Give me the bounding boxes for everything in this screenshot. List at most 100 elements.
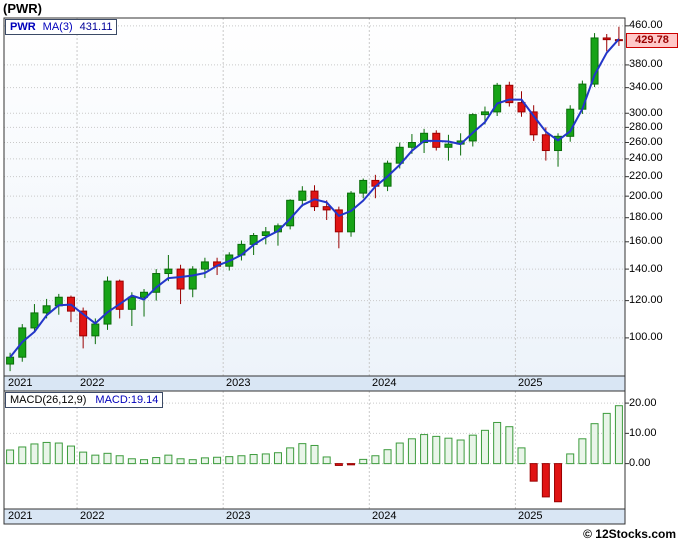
candle-body [420, 132, 429, 144]
macd-bar [468, 434, 477, 465]
price-legend: PWR MA(3) 431.11 [5, 19, 118, 35]
macd-bar [188, 459, 197, 465]
macd-axis-label: 0.00 [629, 457, 651, 469]
macd-bar [152, 457, 161, 465]
macd-bar [517, 447, 526, 465]
macd-bar [566, 453, 575, 465]
macd-bar [347, 463, 356, 466]
macd-bar [554, 463, 563, 503]
macd-current-value: MACD:19.14 [95, 394, 159, 406]
ticker-symbol: PWR [10, 21, 36, 33]
candle-body [91, 323, 100, 337]
macd-bar [273, 452, 282, 465]
year-label: 2025 [518, 377, 543, 389]
candle-body [395, 146, 404, 164]
year-label: 2023 [226, 510, 251, 522]
price-axis-label: 120.00 [629, 294, 663, 306]
macd-bar [103, 452, 112, 465]
candle-body [30, 312, 39, 329]
ma-value: 431.11 [79, 21, 113, 33]
macd-bar [614, 405, 623, 465]
macd-bar [322, 456, 331, 465]
candle-body [6, 356, 15, 365]
macd-bar [541, 463, 550, 498]
price-axis-label: 160.00 [629, 235, 663, 247]
macd-legend: MACD(26,12,9) MACD:19.14 [5, 392, 164, 408]
macd-axis-label: 10.00 [629, 427, 657, 439]
macd-bar [334, 463, 343, 466]
macd-bar [456, 439, 465, 465]
candle-body [505, 84, 514, 104]
macd-bar [590, 423, 599, 465]
macd-bar [140, 459, 149, 465]
macd-bar [505, 426, 514, 465]
year-label: 2021 [8, 510, 33, 522]
candle-body [176, 268, 185, 290]
macd-bar [30, 443, 39, 465]
macd-bar [54, 442, 63, 465]
candle-body [79, 310, 88, 337]
macd-bar [6, 449, 15, 465]
candle-body [541, 134, 550, 152]
candle-body [602, 37, 611, 41]
macd-bar [420, 434, 429, 465]
macd-pane-border [3, 390, 626, 510]
price-axis-label: 220.00 [629, 170, 663, 182]
candle-body [359, 179, 368, 194]
macd-bar [444, 437, 453, 465]
macd-params-label: MACD(26,12,9) [10, 394, 87, 406]
price-pane-border [3, 17, 626, 377]
candle-body [578, 83, 587, 110]
macd-bar [359, 458, 368, 465]
ma-line [9, 38, 620, 358]
price-axis-label: 300.00 [629, 107, 663, 119]
candle-body [407, 142, 416, 148]
candle-body [529, 111, 538, 136]
price-axis-label: 180.00 [629, 211, 663, 223]
candle-body [444, 143, 453, 148]
year-label: 2024 [372, 510, 397, 522]
chart-title: (PWR) [3, 1, 42, 16]
candle-body [164, 268, 173, 275]
macd-bar [578, 438, 587, 465]
macd-bar [432, 435, 441, 465]
macd-bar [79, 451, 88, 465]
price-axis-label: 380.00 [629, 58, 663, 70]
candle-body [298, 190, 307, 201]
macd-axis-label: 20.00 [629, 397, 657, 409]
candle-body [383, 162, 392, 187]
year-label: 2025 [518, 510, 543, 522]
candle-body [493, 84, 502, 113]
macd-bar [371, 455, 380, 465]
macd-bar [66, 445, 75, 465]
macd-bar [42, 441, 51, 465]
macd-bar [493, 421, 502, 465]
macd-bar [602, 412, 611, 465]
macd-bar [529, 463, 538, 482]
candle-body [322, 206, 331, 211]
year-label: 2022 [80, 510, 105, 522]
price-axis-label: 460.00 [629, 19, 663, 31]
price-axis-label: 280.00 [629, 121, 663, 133]
candle-body [517, 102, 526, 113]
macd-bar [383, 449, 392, 465]
price-axis-label: 140.00 [629, 263, 663, 275]
candle-body [115, 280, 124, 310]
year-label: 2021 [8, 377, 33, 389]
candle-body [286, 199, 295, 227]
candle-body [127, 296, 136, 310]
candle-body [334, 209, 343, 233]
candle-body [103, 280, 112, 325]
macd-bar [261, 453, 270, 465]
candle-body [42, 305, 51, 314]
copyright-watermark: © 12Stocks.com [583, 527, 676, 541]
candle-body [554, 135, 563, 152]
macd-bar [407, 438, 416, 465]
macd-bar [298, 443, 307, 465]
macd-bar [225, 456, 234, 465]
macd-bar [237, 455, 246, 465]
candle-body [480, 111, 489, 116]
macd-bar [18, 446, 27, 465]
